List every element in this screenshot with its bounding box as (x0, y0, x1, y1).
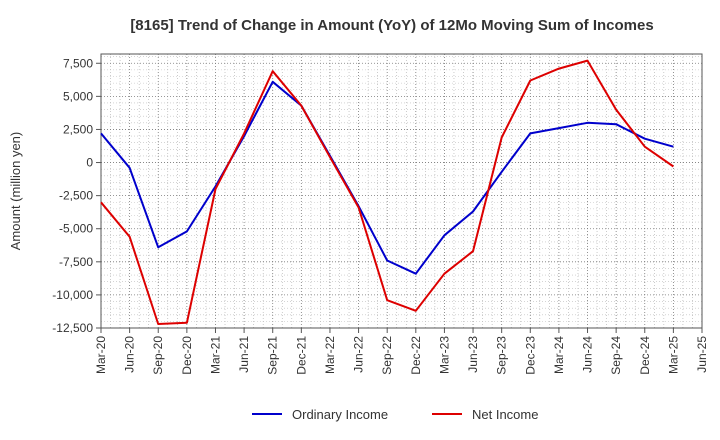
y-tick-label: 5,000 (63, 89, 93, 103)
legend-label: Net Income (472, 407, 538, 422)
x-tick-label: Sep-20 (151, 336, 165, 375)
y-tick-labels: 7,500 5,000 2,500 0 -2,500 -5,000 -7,500 -10,00… (52, 56, 93, 335)
x-tick-label: Mar-24 (552, 336, 566, 374)
x-tick-label: Dec-20 (180, 336, 194, 375)
y-tick-label: 2,500 (63, 122, 93, 136)
x-tick-labels: Mar-20 Jun-20 Sep-20 Dec-20 Mar-21 Jun-21 Sep-… (94, 336, 709, 375)
x-tick-label: Dec-22 (409, 336, 423, 375)
x-tick-label: Jun-22 (352, 336, 366, 373)
plot-frame (100, 53, 703, 329)
x-tick-label: Sep-22 (380, 336, 394, 375)
y-tick-label: -7,500 (59, 255, 93, 269)
series-line-ordinary-income (100, 80, 674, 275)
y-axis-title: Amount (million yen) (8, 132, 23, 251)
chart-title: [8165] Trend of Change in Amount (YoY) o… (130, 17, 653, 34)
x-tick-label: Jun-21 (237, 336, 251, 373)
series-lines (100, 59, 674, 325)
x-tick-label: Sep-23 (495, 336, 509, 375)
x-tick-label: Dec-24 (638, 336, 652, 375)
x-tick-label: Mar-25 (666, 336, 680, 374)
x-tick-label: Jun-25 (695, 336, 709, 373)
y-tick-label: 7,500 (63, 56, 93, 70)
y-tick-label: -2,500 (59, 189, 93, 203)
grid-lines (100, 54, 703, 329)
series-line-net-income (100, 59, 674, 325)
x-tick-label: Dec-23 (523, 336, 537, 375)
x-tick-label: Mar-21 (208, 336, 222, 374)
x-tick-label: Mar-22 (323, 336, 337, 374)
y-tick-label: 0 (86, 156, 93, 170)
x-tick-label: Sep-21 (266, 336, 280, 375)
x-tick-label: Dec-21 (294, 336, 308, 375)
x-tick-label: Sep-24 (609, 336, 623, 375)
y-tick-label: -12,500 (52, 321, 93, 335)
y-tick-label: -5,000 (59, 222, 93, 236)
y-tick-label: -10,000 (52, 288, 93, 302)
x-tick-label: Jun-20 (123, 336, 137, 373)
x-tick-label: Mar-23 (437, 336, 451, 374)
legend-label: Ordinary Income (292, 407, 388, 422)
x-tick-label: Jun-23 (466, 336, 480, 373)
legend: Ordinary Income Net Income (252, 407, 538, 422)
x-tick-label: Mar-20 (94, 336, 108, 374)
axes (96, 53, 703, 333)
x-tick-label: Jun-24 (581, 336, 595, 373)
